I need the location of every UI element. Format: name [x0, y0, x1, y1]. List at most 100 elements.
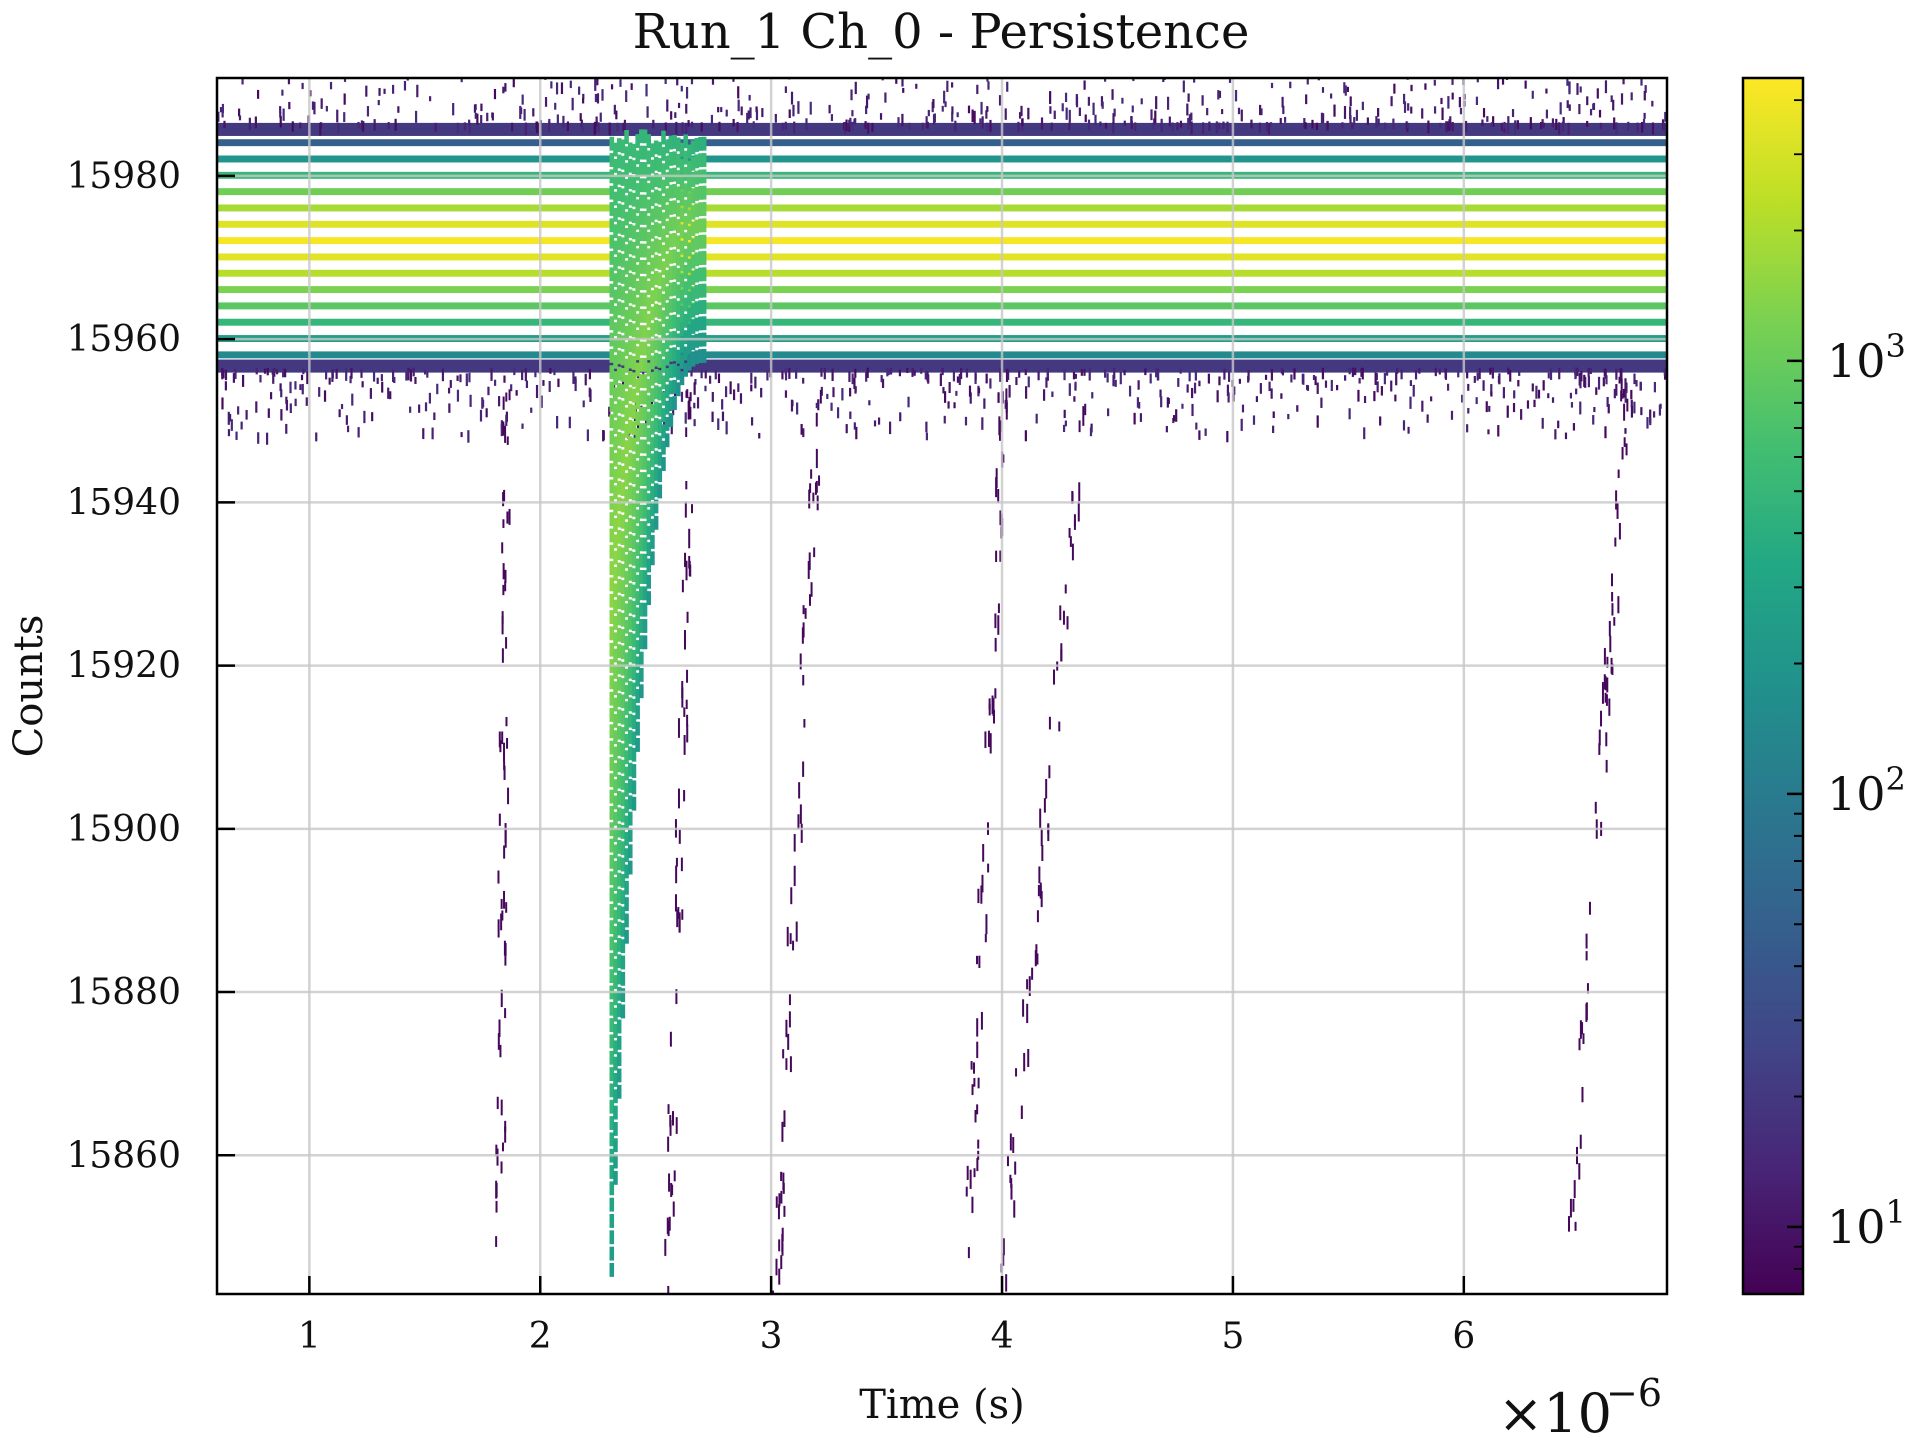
heatmap-speckle	[1584, 67, 1586, 72]
heatmap-speckle	[1490, 384, 1493, 395]
heatmap-speckle	[500, 423, 503, 437]
heatmap-speckle	[761, 108, 764, 118]
heatmap-speckle	[1396, 368, 1399, 374]
heatmap-pulse-cell	[613, 371, 618, 386]
heatmap-speckle	[1450, 410, 1454, 420]
heatmap-speckle	[409, 406, 412, 413]
heatmap-pulse-cell	[661, 179, 666, 194]
heatmap-speckle	[1283, 116, 1287, 123]
heatmap-speckle	[1008, 384, 1011, 398]
heatmap-speckle	[1134, 122, 1137, 131]
heatmap-speckle	[302, 368, 305, 375]
heatmap-pulse-cell	[672, 216, 677, 231]
heatmap-trace	[780, 1190, 783, 1204]
heatmap-trace	[686, 724, 689, 743]
heatmap-pulse-cell	[635, 738, 640, 752]
heatmap-speckle	[1610, 95, 1613, 103]
heatmap-speckle	[1496, 78, 1500, 90]
heatmap-pulse-cell	[613, 1170, 618, 1185]
heatmap-pulse-cell	[609, 299, 615, 314]
heatmap-pulse-cell	[631, 617, 637, 632]
heatmap-speckle	[1376, 381, 1379, 393]
heatmap-pulse-cell	[687, 291, 692, 306]
heatmap-speckle	[911, 367, 914, 377]
heatmap-pulse-cell	[613, 469, 618, 483]
heatmap-speckle	[790, 399, 794, 412]
heatmap-speckle	[1092, 102, 1095, 116]
heatmap-pulse-cell	[698, 283, 703, 298]
heatmap-trace	[499, 1044, 502, 1058]
heatmap-pulse-cell	[701, 283, 707, 298]
heatmap-trace	[496, 1096, 499, 1110]
heatmap-trace	[1064, 584, 1067, 594]
heatmap-pulse-cell	[620, 482, 626, 497]
heatmap-speckle	[1104, 122, 1108, 129]
heatmap-speckle	[1410, 84, 1413, 92]
heatmap-pulse-cell	[624, 472, 629, 487]
heatmap-trace	[971, 1196, 974, 1214]
heatmap-speckle	[1355, 109, 1359, 121]
heatmap-trace	[675, 857, 678, 867]
heatmap-trace	[501, 611, 504, 624]
heatmap-pulse-cell	[631, 388, 637, 403]
heatmap-speckle	[737, 86, 740, 99]
heatmap-trace	[981, 874, 984, 893]
heatmap-pulse-cell	[635, 280, 640, 295]
heatmap-speckle	[1343, 82, 1346, 94]
heatmap-speckle	[983, 398, 986, 409]
heatmap-trace	[1069, 536, 1072, 547]
heatmap-pulse-cell	[627, 354, 633, 369]
heatmap-pulse-cell	[627, 256, 633, 271]
heatmap-speckle	[925, 421, 928, 433]
heatmap-pulse-cell	[620, 988, 626, 1003]
heatmap-trace	[664, 1238, 667, 1256]
heatmap-speckle	[221, 368, 224, 377]
heatmap-pulse-cell	[653, 303, 659, 318]
heatmap-speckle	[257, 432, 260, 444]
heatmap-speckle	[1240, 109, 1243, 122]
heatmap-speckle	[971, 109, 974, 123]
heatmap-speckle	[1305, 94, 1308, 105]
heatmap-pulse-cell	[653, 515, 659, 530]
heatmap-speckle	[805, 118, 808, 130]
heatmap-speckle	[241, 374, 245, 387]
heatmap-speckle	[1227, 392, 1230, 403]
y-tick-label: 15940	[66, 482, 181, 523]
heatmap-speckle	[943, 90, 946, 104]
heatmap-speckle	[393, 377, 396, 384]
heatmap-trace	[1039, 882, 1042, 892]
heatmap-speckle	[1475, 96, 1479, 105]
heatmap-speckle	[867, 93, 870, 100]
heatmap-speckle	[1610, 66, 1612, 78]
heatmap-pulse-cell	[627, 534, 633, 549]
heatmap-speckle	[907, 396, 910, 408]
heatmap-speckle	[854, 386, 857, 392]
heatmap-pulse-cell	[631, 715, 637, 730]
heatmap-pulse-cell	[613, 1138, 618, 1153]
heatmap-speckle	[899, 412, 902, 422]
heatmap-speckle	[1270, 388, 1273, 399]
heatmap-speckle	[685, 65, 687, 74]
heatmap-trace	[974, 1109, 977, 1123]
heatmap-pulse-cell	[609, 397, 615, 412]
heatmap-pulse-cell	[683, 362, 688, 377]
heatmap-pulse-cell	[613, 387, 618, 402]
heatmap-pulse-cell	[627, 615, 633, 630]
heatmap-pulse-cell	[609, 969, 615, 984]
heatmap-pulse-cell	[616, 154, 622, 169]
heatmap-trace	[994, 613, 997, 629]
heatmap-trace	[1006, 1155, 1009, 1167]
heatmap-pulse-cell	[609, 626, 615, 641]
heatmap-speckle	[441, 368, 445, 382]
heatmap-pulse-cell	[627, 501, 633, 516]
heatmap-trace	[501, 542, 504, 554]
heatmap-speckle	[747, 110, 750, 120]
heatmap-trace	[781, 1121, 784, 1142]
heatmap-trace	[1600, 710, 1603, 727]
heatmap-speckle	[1073, 396, 1076, 402]
heatmap-pulse-cell	[627, 338, 633, 353]
heatmap-pulse-cell	[635, 444, 640, 459]
heatmap-speckle	[1579, 376, 1582, 389]
heatmap-pulse-cell	[613, 697, 618, 712]
